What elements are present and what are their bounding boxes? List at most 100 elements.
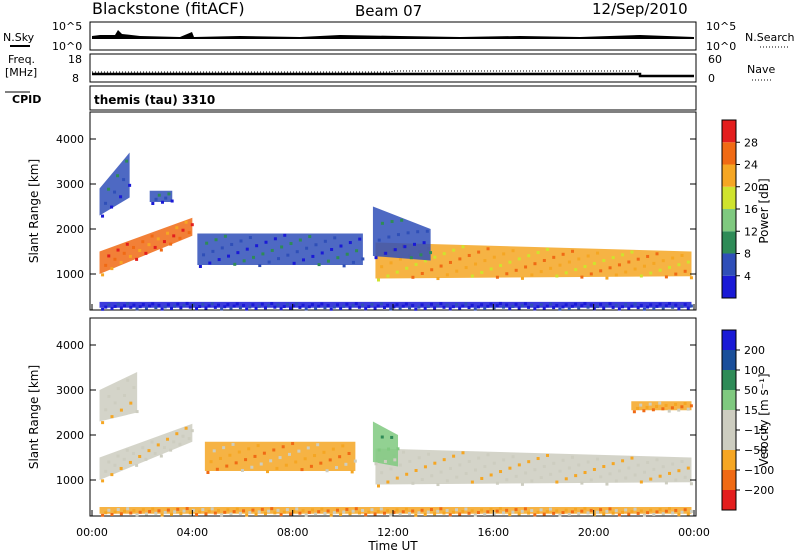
speck-0-6-53 (267, 304, 271, 308)
speck-0-5-14 (419, 253, 423, 257)
speck-1-3-76 (614, 479, 618, 483)
speck-0-5-12 (412, 242, 416, 246)
speck-0-6-64 (301, 303, 305, 307)
speck-1-2-6 (225, 464, 229, 468)
speck-1-6-31 (198, 510, 202, 514)
speck-1-3-7 (398, 463, 402, 467)
speck-1-6-114 (458, 512, 462, 516)
cbar-swatch (722, 370, 736, 390)
speck-0-6-147 (561, 305, 565, 309)
speck-1-6-13 (141, 508, 145, 512)
speck-1-6-7 (123, 509, 127, 513)
speck-0-6-164 (614, 303, 618, 307)
speck-1-3-37 (492, 461, 496, 465)
speck-1-3-86 (646, 460, 650, 464)
speck-1-2-13 (247, 447, 251, 451)
band-0-6 (99, 301, 692, 308)
speck-1-3-78 (621, 459, 625, 463)
speck-0-6-98 (408, 306, 412, 310)
speck-1-6-164 (614, 509, 618, 513)
speck-1-6-174 (646, 511, 650, 515)
speck-1-2-21 (272, 448, 276, 452)
speck-0-0-6 (119, 260, 123, 264)
cbar-tick-label: 15 (744, 404, 758, 417)
speck-1-6-133 (517, 512, 521, 516)
speck-1-6-32 (201, 508, 205, 512)
speck-1-6-11 (135, 513, 139, 517)
speck-1-2-36 (319, 461, 323, 465)
speck-1-3-66 (583, 471, 587, 475)
freq-panel (89, 53, 697, 83)
speck-0-4-40 (502, 252, 506, 256)
speck-0-6-37 (216, 303, 220, 307)
speck-0-6-173 (642, 307, 646, 311)
speck-1-6-162 (608, 507, 612, 511)
speck-0-4-64 (577, 257, 581, 261)
speck-1-5-2 (639, 403, 643, 407)
speck-1-3-0 (377, 484, 381, 488)
speck-0-6-25 (179, 306, 183, 310)
speck-0-6-143 (548, 302, 552, 306)
speck-1-6-62 (295, 507, 299, 511)
speck-0-4-94 (671, 256, 675, 260)
speck-1-3-20 (439, 470, 443, 474)
velocity-colorbar: 200 100 50 15 −15 −50 −100 −200 (721, 329, 774, 511)
speck-0-6-188 (689, 304, 693, 308)
speck-0-6-182 (671, 305, 675, 309)
speck-1-3-36 (489, 473, 493, 477)
speck-0-6-89 (379, 302, 383, 306)
speck-1-6-169 (630, 510, 634, 514)
speck-0-3-29 (289, 242, 293, 246)
speck-1-3-18 (433, 461, 437, 465)
speck-1-6-55 (273, 511, 277, 515)
speck-1-3-100 (689, 482, 693, 486)
noise-left-top: 10^5 (52, 20, 82, 33)
speck-0-3-35 (308, 235, 312, 239)
speck-1-2-22 (275, 466, 279, 470)
speck-0-3-22 (267, 260, 271, 264)
speck-1-2-45 (347, 451, 351, 455)
speck-1-3-71 (599, 475, 603, 479)
speck-1-5-14 (677, 408, 681, 412)
speck-0-4-61 (567, 260, 571, 264)
speck-0-6-27 (185, 301, 189, 305)
speck-1-3-74 (608, 472, 612, 476)
speck-0-6-125 (492, 306, 496, 310)
speck-0-6-174 (646, 305, 650, 309)
speck-0-4-88 (652, 261, 656, 265)
speck-0-3-28 (286, 253, 290, 257)
speck-0-6-162 (608, 302, 612, 306)
speck-1-2-10 (237, 450, 241, 454)
speck-0-4-68 (589, 272, 593, 276)
speck-1-6-51 (260, 507, 264, 511)
speck-1-2-7 (228, 453, 232, 457)
speck-1-6-41 (229, 512, 233, 516)
speck-0-6-172 (639, 304, 643, 308)
speck-1-3-55 (549, 472, 553, 476)
speck-0-4-36 (489, 267, 493, 271)
speck-1-6-105 (429, 508, 433, 512)
speck-1-3-46 (520, 482, 524, 486)
speck-1-6-90 (382, 511, 386, 515)
speck-1-6-89 (379, 507, 383, 511)
speck-0-5-10 (406, 231, 410, 235)
speck-1-2-42 (338, 455, 342, 459)
speck-1-0-29 (190, 429, 194, 433)
speck-0-0-11 (135, 257, 139, 261)
speck-0-4-91 (661, 259, 665, 263)
speck-1-0-7 (122, 457, 126, 461)
speck-0-3-19 (258, 264, 262, 268)
x-tick-label: 16:00 (477, 526, 509, 539)
speck-1-0-20 (162, 446, 166, 450)
speck-0-6-23 (173, 304, 177, 308)
speck-0-6-36 (213, 305, 217, 309)
speck-0-0-25 (178, 236, 182, 240)
speck-0-6-20 (163, 305, 167, 309)
speck-0-4-80 (627, 260, 631, 264)
speck-0-0-21 (166, 231, 170, 235)
freq-label: Freq. (8, 53, 35, 66)
speck-0-6-108 (439, 302, 443, 306)
time-x-axis: 00:00 04:00 08:00 12:00 16:00 20:00 00:00 (76, 526, 710, 539)
speck-1-6-121 (480, 508, 484, 512)
speck-1-3-27 (461, 451, 465, 455)
